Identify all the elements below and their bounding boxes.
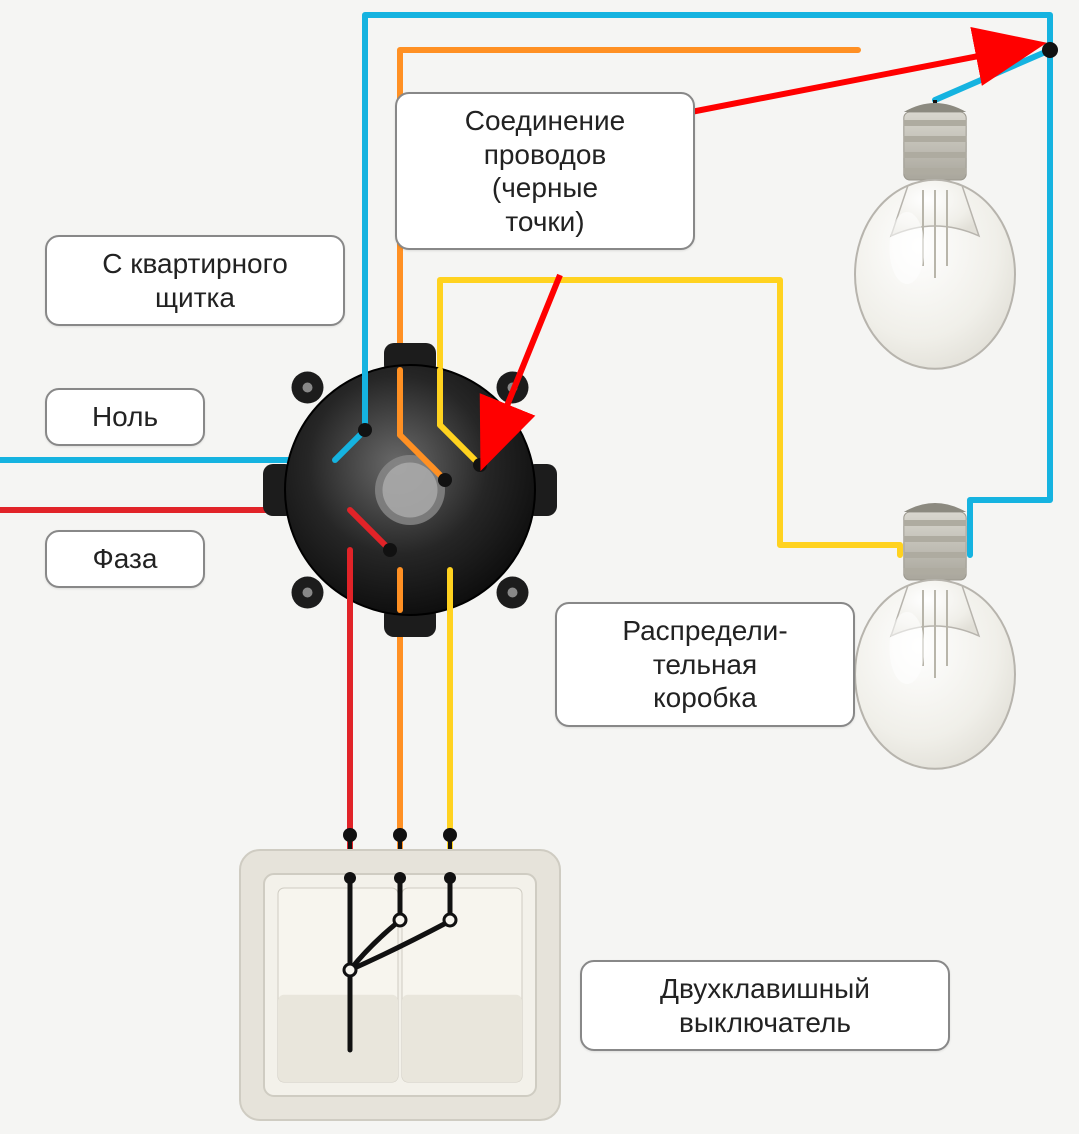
callout-arrow-1 <box>485 275 560 460</box>
two-key-switch <box>240 850 560 1120</box>
connection-dot <box>383 543 397 557</box>
label-junction-box: Распредели- тельная коробка <box>555 602 855 727</box>
label-panel: С квартирного щитка <box>45 235 345 326</box>
connection-dot <box>1042 42 1058 58</box>
light-bulbs <box>855 103 1015 769</box>
label-phase: Фаза <box>45 530 205 588</box>
connection-dot <box>358 423 372 437</box>
wire-neutral-tap <box>935 50 1050 100</box>
connection-dot <box>473 458 487 472</box>
label-switch: Двухклавишный выключатель <box>580 960 950 1051</box>
connection-dot <box>443 828 457 842</box>
connection-dot <box>438 473 452 487</box>
connection-dot <box>343 828 357 842</box>
connection-dot <box>393 828 407 842</box>
label-neutral: Ноль <box>45 388 205 446</box>
bulb-top <box>855 103 1015 369</box>
label-wire-connection: Соединение проводов (черные точки) <box>395 92 695 250</box>
